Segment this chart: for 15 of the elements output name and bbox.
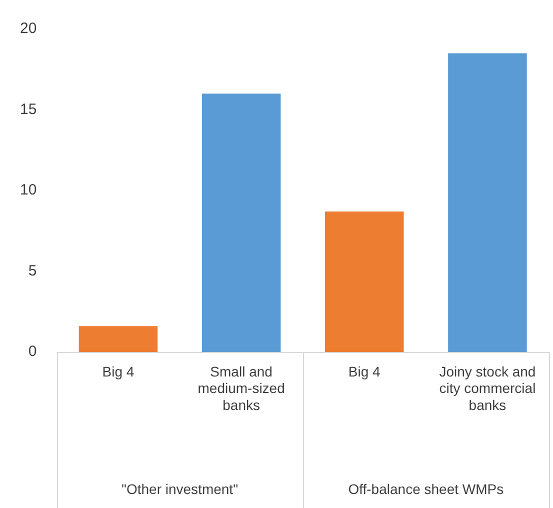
text: Off-balance sheet WMPs (348, 480, 504, 497)
y-tick-label: 10 (20, 182, 37, 199)
bar (324, 211, 404, 352)
bar (202, 94, 281, 352)
x-tick-label: Big 4 (348, 363, 381, 380)
x-tick-label: Big 4 (102, 363, 134, 380)
x-tick-label: Small and medium-sized banks (198, 363, 285, 413)
y-tick-label: 5 (28, 262, 37, 280)
y-tick-label: 0 (28, 343, 37, 360)
y-tick-label: 20 (20, 20, 37, 38)
x-tick-label: Joiny stock and city commercial banks (439, 363, 536, 413)
text: "Other investment" (121, 480, 238, 497)
bar (448, 53, 527, 352)
y-tick-label: 15 (20, 100, 37, 118)
bar (78, 326, 158, 352)
